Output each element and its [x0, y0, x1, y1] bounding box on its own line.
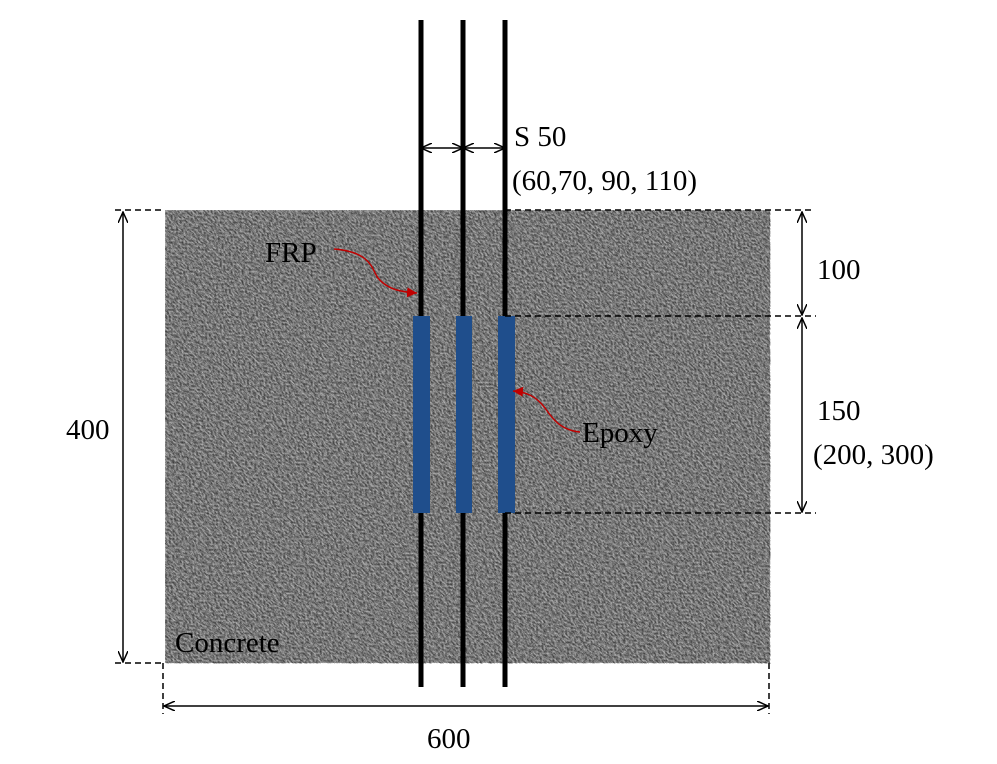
dimension-lines — [115, 148, 816, 714]
epoxy-zones — [413, 316, 515, 513]
height-dimension: 400 — [66, 414, 110, 446]
callout-arrows — [333, 248, 581, 433]
width-dimension: 600 — [427, 723, 471, 755]
frp-label: FRP — [265, 237, 317, 269]
concrete-label: Concrete — [175, 627, 280, 659]
spacing-label: S 50 — [514, 121, 566, 153]
spacing-variants: (60,70, 90, 110) — [512, 165, 697, 197]
bond-dimension: 150 — [817, 395, 861, 427]
epoxy-label: Epoxy — [582, 417, 658, 449]
top-dimension: 100 — [817, 254, 861, 286]
bond-variants: (200, 300) — [813, 439, 934, 471]
